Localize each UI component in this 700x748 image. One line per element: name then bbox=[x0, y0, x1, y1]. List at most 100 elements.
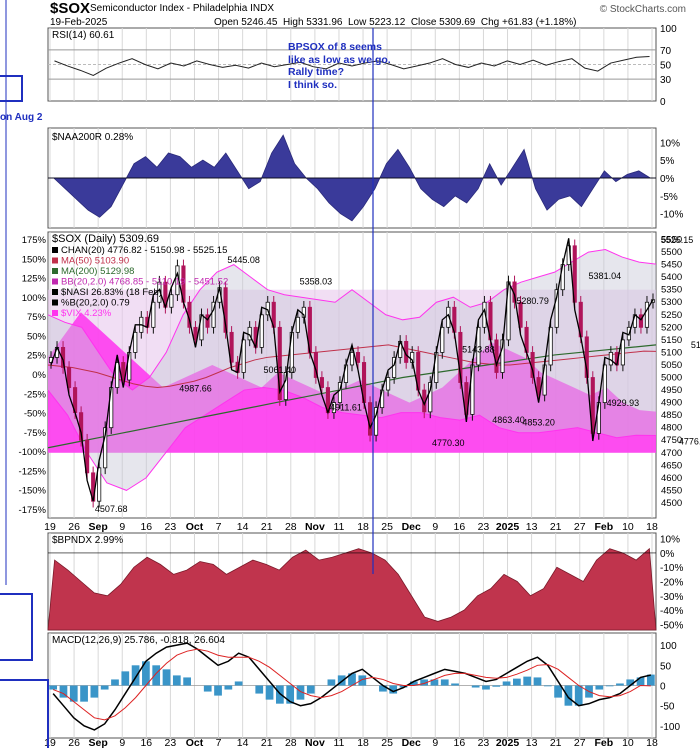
macd-histogram-bar bbox=[69, 685, 78, 702]
x-tick-label: 13 bbox=[526, 737, 538, 748]
rsi-tick: 50 bbox=[660, 61, 672, 72]
percent-tick: -25% bbox=[24, 389, 47, 400]
price-annotation: 4987.66 bbox=[179, 384, 212, 394]
macd-histogram-bar bbox=[471, 685, 480, 688]
x-tick-label: 23 bbox=[165, 737, 177, 748]
percent-tick: -75% bbox=[24, 428, 47, 439]
x-tick-label: Oct bbox=[186, 521, 204, 533]
candle-body bbox=[355, 352, 361, 363]
bpndx-tick: -10% bbox=[660, 563, 683, 574]
macd-histogram-bar bbox=[234, 681, 243, 686]
macd-histogram-bar bbox=[111, 679, 119, 686]
macd-histogram-bar bbox=[389, 685, 398, 694]
macd-histogram-bar bbox=[203, 685, 212, 692]
macd-histogram-bar bbox=[605, 685, 614, 687]
percent-tick: -175% bbox=[19, 505, 47, 516]
candle-body bbox=[644, 301, 650, 328]
candle-body bbox=[638, 314, 644, 328]
naa200r-tick: 10% bbox=[660, 138, 680, 149]
macd-histogram-bar bbox=[214, 685, 222, 696]
percent-tick: 75% bbox=[27, 312, 47, 323]
candle-body bbox=[464, 382, 469, 415]
bpndx-tick: -30% bbox=[660, 592, 683, 603]
price-tick: 4850 bbox=[661, 410, 682, 421]
legend-item: CHAN(20) 4776.82 - 5150.98 - 5525.15 bbox=[61, 245, 227, 256]
macd-histogram-bar bbox=[348, 673, 356, 686]
legend-swatch bbox=[52, 268, 58, 274]
candle-body bbox=[386, 377, 391, 391]
price-tick: 5000 bbox=[661, 373, 682, 384]
candle-body bbox=[259, 314, 264, 348]
price-tick: 5250 bbox=[661, 310, 682, 321]
nasi-line bbox=[50, 238, 654, 502]
x-tick-label: 18 bbox=[646, 737, 658, 748]
candle-body bbox=[115, 362, 120, 388]
candle-body bbox=[374, 407, 379, 436]
candle-body bbox=[494, 339, 499, 373]
x-tick-label: 10 bbox=[622, 521, 634, 533]
bpndx-tick: -20% bbox=[660, 578, 683, 589]
x-tick-label: 23 bbox=[478, 737, 490, 748]
legend-swatch bbox=[52, 289, 58, 295]
x-tick-label: 21 bbox=[550, 737, 562, 748]
ma200-line bbox=[47, 344, 657, 449]
candle-body bbox=[536, 377, 541, 396]
x-tick-label: Dec bbox=[402, 737, 421, 748]
macd-histogram-bar bbox=[100, 685, 109, 690]
macd-histogram-bar bbox=[224, 685, 233, 690]
candle-body bbox=[458, 331, 463, 383]
price-tick: 5500 bbox=[661, 247, 682, 258]
price-tick: 4800 bbox=[661, 423, 682, 434]
candle-body bbox=[205, 314, 210, 328]
candle-body bbox=[85, 439, 90, 474]
price-tick: 5350 bbox=[661, 285, 682, 296]
x-tick-label: 27 bbox=[574, 521, 586, 533]
percent-tick: 125% bbox=[22, 274, 47, 285]
price-annotation: 4863.40 bbox=[492, 415, 525, 425]
symbol-title: $SOX bbox=[50, 0, 91, 17]
x-tick-label: 18 bbox=[357, 521, 369, 533]
candle-body bbox=[602, 364, 607, 403]
candle-body bbox=[157, 281, 162, 303]
x-tick-label: 13 bbox=[526, 521, 538, 533]
macd-histogram-bar bbox=[523, 676, 532, 686]
ohlc-summary: Open 5246.45 High 5331.96 Low 5223.12 Cl… bbox=[214, 17, 577, 28]
x-tick-label: Sep bbox=[89, 521, 108, 533]
macd-histogram-bar bbox=[574, 685, 583, 706]
macd-histogram-bar bbox=[327, 679, 336, 686]
rsi-line bbox=[54, 55, 650, 77]
x-tick-label: 10 bbox=[622, 737, 634, 748]
naa200r-tick: 0% bbox=[660, 174, 675, 185]
x-tick-label: 11 bbox=[334, 521, 345, 533]
x-tick-label: 26 bbox=[68, 737, 80, 748]
annotation-note: BPSOX of 8 seems like as low as we go. R… bbox=[288, 41, 391, 91]
price-tick: 4650 bbox=[661, 460, 682, 471]
macd-histogram-bar bbox=[543, 685, 552, 687]
macd-histogram-bar bbox=[430, 679, 439, 686]
macd-histogram-bar bbox=[492, 685, 501, 687]
x-tick-label: 9 bbox=[432, 737, 438, 748]
macd-histogram-bar bbox=[80, 685, 88, 702]
bpndx-tick: -50% bbox=[660, 620, 683, 631]
macd-tick: -50 bbox=[660, 702, 675, 713]
candle-body bbox=[169, 294, 174, 308]
price-title: $SOX (Daily) 5309.69 bbox=[52, 233, 159, 245]
bpndx-tick: 10% bbox=[660, 535, 680, 546]
macd-histogram-bar bbox=[152, 665, 161, 686]
naa200r-tick: 5% bbox=[660, 156, 675, 167]
x-tick-label: 21 bbox=[261, 521, 273, 533]
legend-swatch bbox=[52, 257, 58, 264]
candle-body bbox=[319, 377, 324, 388]
macd-histogram-bar bbox=[59, 685, 68, 698]
x-tick-label: 16 bbox=[454, 521, 466, 533]
x-tick-label: 21 bbox=[261, 737, 273, 748]
bb-upper bbox=[47, 249, 657, 391]
percent-tick: -125% bbox=[19, 466, 47, 477]
candle-body bbox=[518, 301, 523, 328]
macd-histogram-bar bbox=[399, 685, 408, 688]
legend-item: %B(20,2.0) 0.79 bbox=[61, 298, 130, 309]
x-tick-label: 23 bbox=[165, 521, 177, 533]
candle-body bbox=[277, 326, 282, 400]
macd-histogram-bar bbox=[409, 681, 418, 686]
macd-signal-line bbox=[52, 648, 651, 721]
